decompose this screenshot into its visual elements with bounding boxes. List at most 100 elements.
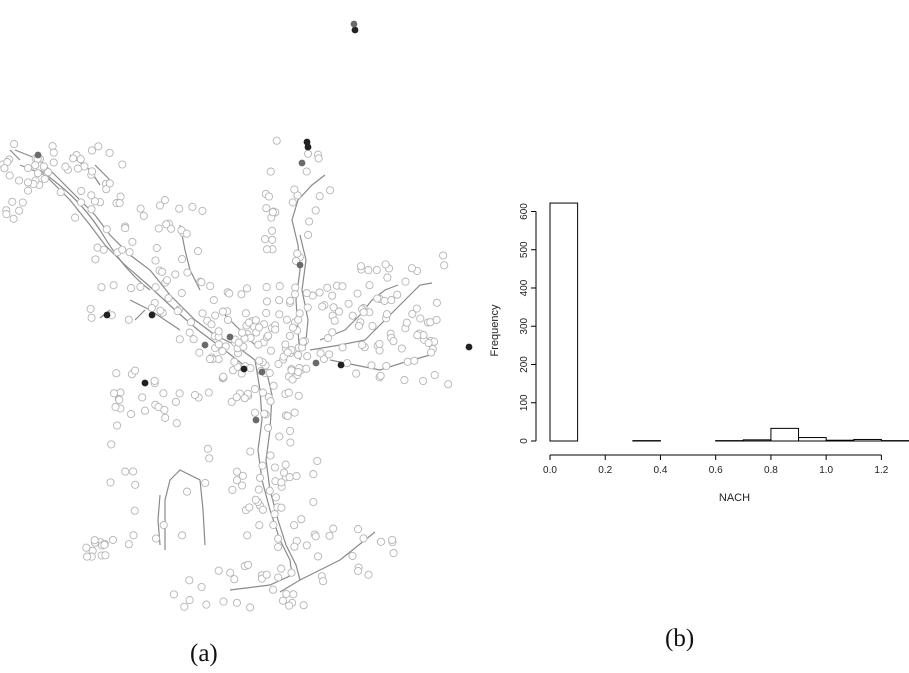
network-node xyxy=(160,405,169,415)
network-node xyxy=(108,535,118,544)
network-node xyxy=(293,249,302,258)
network-node xyxy=(83,552,92,561)
caption-b: (b) xyxy=(665,625,695,652)
network-node xyxy=(240,394,249,403)
network-node xyxy=(155,201,165,210)
network-node xyxy=(375,339,384,349)
network-node xyxy=(159,520,168,530)
highlighted-node xyxy=(350,20,358,28)
network-node xyxy=(202,600,211,609)
y-tick-label: 100 xyxy=(519,394,530,411)
network-node xyxy=(311,532,320,541)
network-node xyxy=(31,161,40,170)
highlighted-node xyxy=(201,341,209,349)
network-node xyxy=(279,468,289,477)
network-node xyxy=(270,510,279,519)
street-segment xyxy=(39,169,151,291)
network-node xyxy=(209,296,218,305)
network-node xyxy=(190,390,200,400)
network-node xyxy=(286,296,295,305)
network-node xyxy=(87,313,96,322)
network-node xyxy=(277,503,286,512)
x-tick-label: 0.0 xyxy=(543,465,557,476)
network-node xyxy=(97,283,106,292)
network-node xyxy=(382,361,391,371)
network-node xyxy=(61,162,70,171)
network-node xyxy=(197,278,206,287)
network-node xyxy=(180,602,189,611)
network-node xyxy=(128,237,137,246)
y-axis: 0 100 200 300 400 500 600 xyxy=(519,203,537,444)
network-node xyxy=(14,176,24,185)
network-node xyxy=(69,154,78,163)
network-node xyxy=(323,283,332,292)
network-node xyxy=(303,352,312,361)
street-network-map xyxy=(0,20,473,612)
network-node xyxy=(302,289,311,298)
network-node xyxy=(330,316,339,325)
network-node xyxy=(255,473,265,482)
network-node xyxy=(116,192,125,201)
network-node xyxy=(121,224,130,233)
network-node xyxy=(167,224,176,233)
network-node xyxy=(162,276,172,285)
network-node xyxy=(419,376,428,386)
network-node xyxy=(328,328,337,337)
network-node xyxy=(71,213,80,222)
network-node xyxy=(251,495,260,504)
network-node xyxy=(285,331,294,340)
network-node xyxy=(284,388,293,397)
network-node xyxy=(218,307,227,316)
network-node xyxy=(403,357,412,366)
network-node xyxy=(266,167,275,176)
network-node xyxy=(87,167,97,176)
network-node xyxy=(380,296,389,305)
network-node xyxy=(111,403,120,412)
network-node xyxy=(266,346,276,355)
network-node xyxy=(367,361,376,370)
network-node xyxy=(260,409,269,418)
network-node xyxy=(115,199,124,208)
network-node xyxy=(315,288,324,297)
network-node xyxy=(274,542,283,552)
network-node xyxy=(402,318,411,327)
network-node xyxy=(444,380,453,389)
network-node xyxy=(258,505,267,514)
network-node xyxy=(262,297,272,306)
network-node xyxy=(219,372,228,381)
network-node xyxy=(354,321,363,330)
network-node xyxy=(206,281,215,291)
network-node xyxy=(87,191,96,200)
network-node xyxy=(5,171,14,180)
network-nodes xyxy=(0,136,453,612)
network-node xyxy=(389,549,398,558)
network-node xyxy=(294,350,303,359)
network-node xyxy=(325,350,334,359)
network-node xyxy=(364,570,373,579)
highlighted-node xyxy=(337,361,345,369)
network-node xyxy=(177,289,186,298)
network-node xyxy=(397,344,406,353)
network-node xyxy=(159,389,168,398)
x-tick-label: 0.8 xyxy=(764,465,778,476)
network-node xyxy=(287,568,296,577)
network-node xyxy=(309,470,318,479)
network-node xyxy=(48,142,57,151)
network-node xyxy=(237,290,246,299)
network-node xyxy=(303,303,312,312)
street-segment xyxy=(179,224,201,291)
network-node xyxy=(195,348,204,357)
network-node xyxy=(152,243,161,253)
network-node xyxy=(269,381,278,390)
network-node xyxy=(129,467,138,476)
network-node xyxy=(175,389,184,398)
network-node xyxy=(325,531,334,540)
highlighted-node xyxy=(34,151,42,159)
network-node xyxy=(102,225,111,234)
network-node xyxy=(382,310,391,319)
network-node xyxy=(49,158,58,167)
network-node xyxy=(290,290,300,299)
network-node xyxy=(124,540,133,549)
network-node xyxy=(353,525,363,534)
network-node xyxy=(109,281,118,290)
